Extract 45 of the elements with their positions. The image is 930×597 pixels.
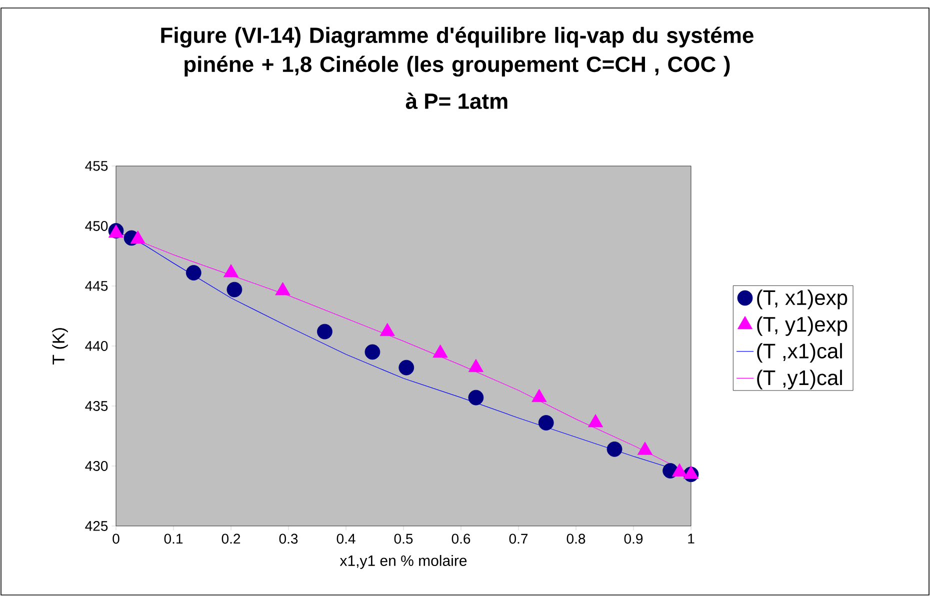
x-tick-label: 1 xyxy=(688,534,694,544)
x-tick-label: 0 xyxy=(112,534,120,544)
point xyxy=(380,322,395,336)
point xyxy=(275,282,290,296)
point xyxy=(130,230,146,244)
point xyxy=(588,414,604,428)
chart-title: Figure (VI-14) Diagramme d'équilibre liq-vap du systéme pinéne + 1,8 Cinéole (les groupement C=CH , COC ) xyxy=(161,26,754,77)
x-tick-label: 0.6 xyxy=(452,534,470,544)
point xyxy=(468,358,484,372)
point xyxy=(317,324,332,340)
y-tick-label: 455 xyxy=(85,161,108,171)
y-tick-label: 450 xyxy=(85,221,108,231)
point xyxy=(606,441,622,457)
point xyxy=(672,463,688,476)
legend-label: (T, y1)exp xyxy=(757,316,848,336)
x-tick-label: 0.5 xyxy=(394,534,413,544)
x-tick-label: 0.7 xyxy=(509,534,528,544)
x-tick-label: 0.1 xyxy=(164,534,183,544)
x-axis-title: x1,y1 en % molaire xyxy=(340,554,467,569)
point xyxy=(226,282,242,298)
point xyxy=(223,264,239,278)
legend-label: (T ,y1)cal xyxy=(757,370,842,390)
x-tick-label: 0.2 xyxy=(222,534,240,544)
point xyxy=(432,344,448,358)
y-axis-title: T (K) xyxy=(52,328,68,364)
point xyxy=(364,344,380,360)
point xyxy=(468,390,484,406)
y-tick-label: 440 xyxy=(85,341,108,351)
x-tick-label: 0.9 xyxy=(624,534,643,544)
point xyxy=(683,466,699,479)
point xyxy=(398,360,414,376)
y-tick-label: 425 xyxy=(85,521,108,531)
chart-subtitle: à P= 1atm xyxy=(406,92,508,110)
x-tick-label: 0.8 xyxy=(566,534,586,544)
x-tick-label: 0.3 xyxy=(279,534,298,544)
point xyxy=(538,415,554,430)
x-tick-label: 0.4 xyxy=(336,534,356,544)
legend-label: (T ,x1)cal xyxy=(757,343,842,363)
y-tick-label: 435 xyxy=(85,401,108,411)
y-tick-label: 430 xyxy=(85,461,108,471)
y-tick-label: 445 xyxy=(85,281,108,291)
point xyxy=(637,442,653,455)
point xyxy=(186,265,202,280)
legend-label: (T, x1)exp xyxy=(757,290,848,310)
point xyxy=(532,388,547,402)
